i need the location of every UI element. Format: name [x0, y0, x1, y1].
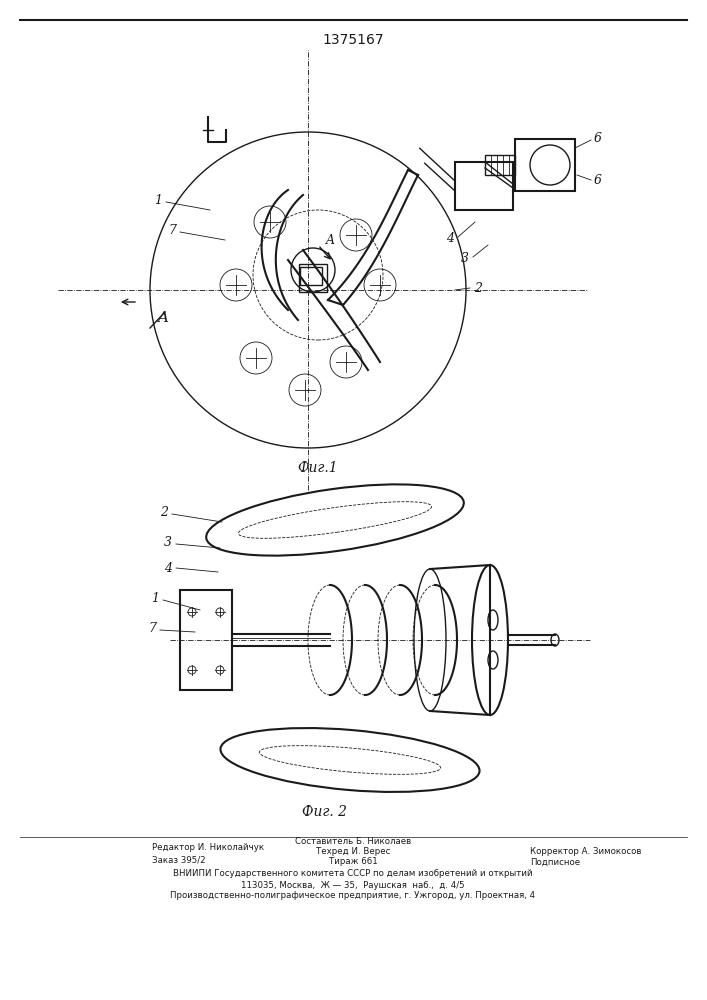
Text: 6: 6 — [594, 174, 602, 186]
Text: Тираж 661: Тираж 661 — [329, 857, 378, 866]
Text: ВНИИПИ Государственного комитета СССР по делам изобретений и открытий: ВНИИПИ Государственного комитета СССР по… — [173, 869, 533, 879]
Text: Производственно-полиграфическое предприятие, г. Ужгород, ул. Проектная, 4: Производственно-полиграфическое предприя… — [170, 892, 536, 900]
Bar — [299, 264, 327, 292]
Text: 6: 6 — [594, 131, 602, 144]
Text: 3: 3 — [461, 251, 469, 264]
Text: 1: 1 — [151, 591, 159, 604]
Text: Фиг.1: Фиг.1 — [298, 461, 339, 475]
Text: 7: 7 — [148, 621, 156, 635]
Bar — [455, 162, 513, 210]
Text: 1: 1 — [154, 194, 162, 207]
Bar — [515, 139, 575, 191]
Text: 2: 2 — [160, 506, 168, 518]
Text: Подписное: Подписное — [530, 857, 580, 866]
Text: 113035, Москва,  Ж — 35,  Раушская  наб.,  д. 4/5: 113035, Москва, Ж — 35, Раушская наб., д… — [241, 880, 464, 890]
Bar — [485, 155, 515, 175]
Text: A: A — [158, 311, 168, 325]
Text: 7: 7 — [168, 224, 176, 236]
Text: Заказ 395/2: Заказ 395/2 — [152, 856, 206, 864]
Text: 2: 2 — [474, 282, 482, 294]
Text: Фиг. 2: Фиг. 2 — [303, 805, 348, 819]
Text: Составитель Б. Николаев: Составитель Б. Николаев — [295, 838, 411, 846]
Text: Корректор А. Зимокосов: Корректор А. Зимокосов — [530, 848, 641, 856]
Text: 4: 4 — [164, 562, 172, 574]
Text: A: A — [325, 233, 334, 246]
Text: 4: 4 — [446, 232, 454, 244]
Text: Техред И. Верес: Техред И. Верес — [316, 848, 390, 856]
Text: 1375167: 1375167 — [322, 33, 384, 47]
Bar — [300, 267, 322, 285]
Text: Редактор И. Николайчук: Редактор И. Николайчук — [152, 844, 264, 852]
Text: 3: 3 — [164, 536, 172, 548]
Bar — [180, 590, 232, 690]
